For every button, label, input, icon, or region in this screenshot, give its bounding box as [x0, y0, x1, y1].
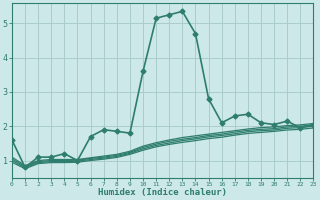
X-axis label: Humidex (Indice chaleur): Humidex (Indice chaleur)	[98, 188, 227, 197]
